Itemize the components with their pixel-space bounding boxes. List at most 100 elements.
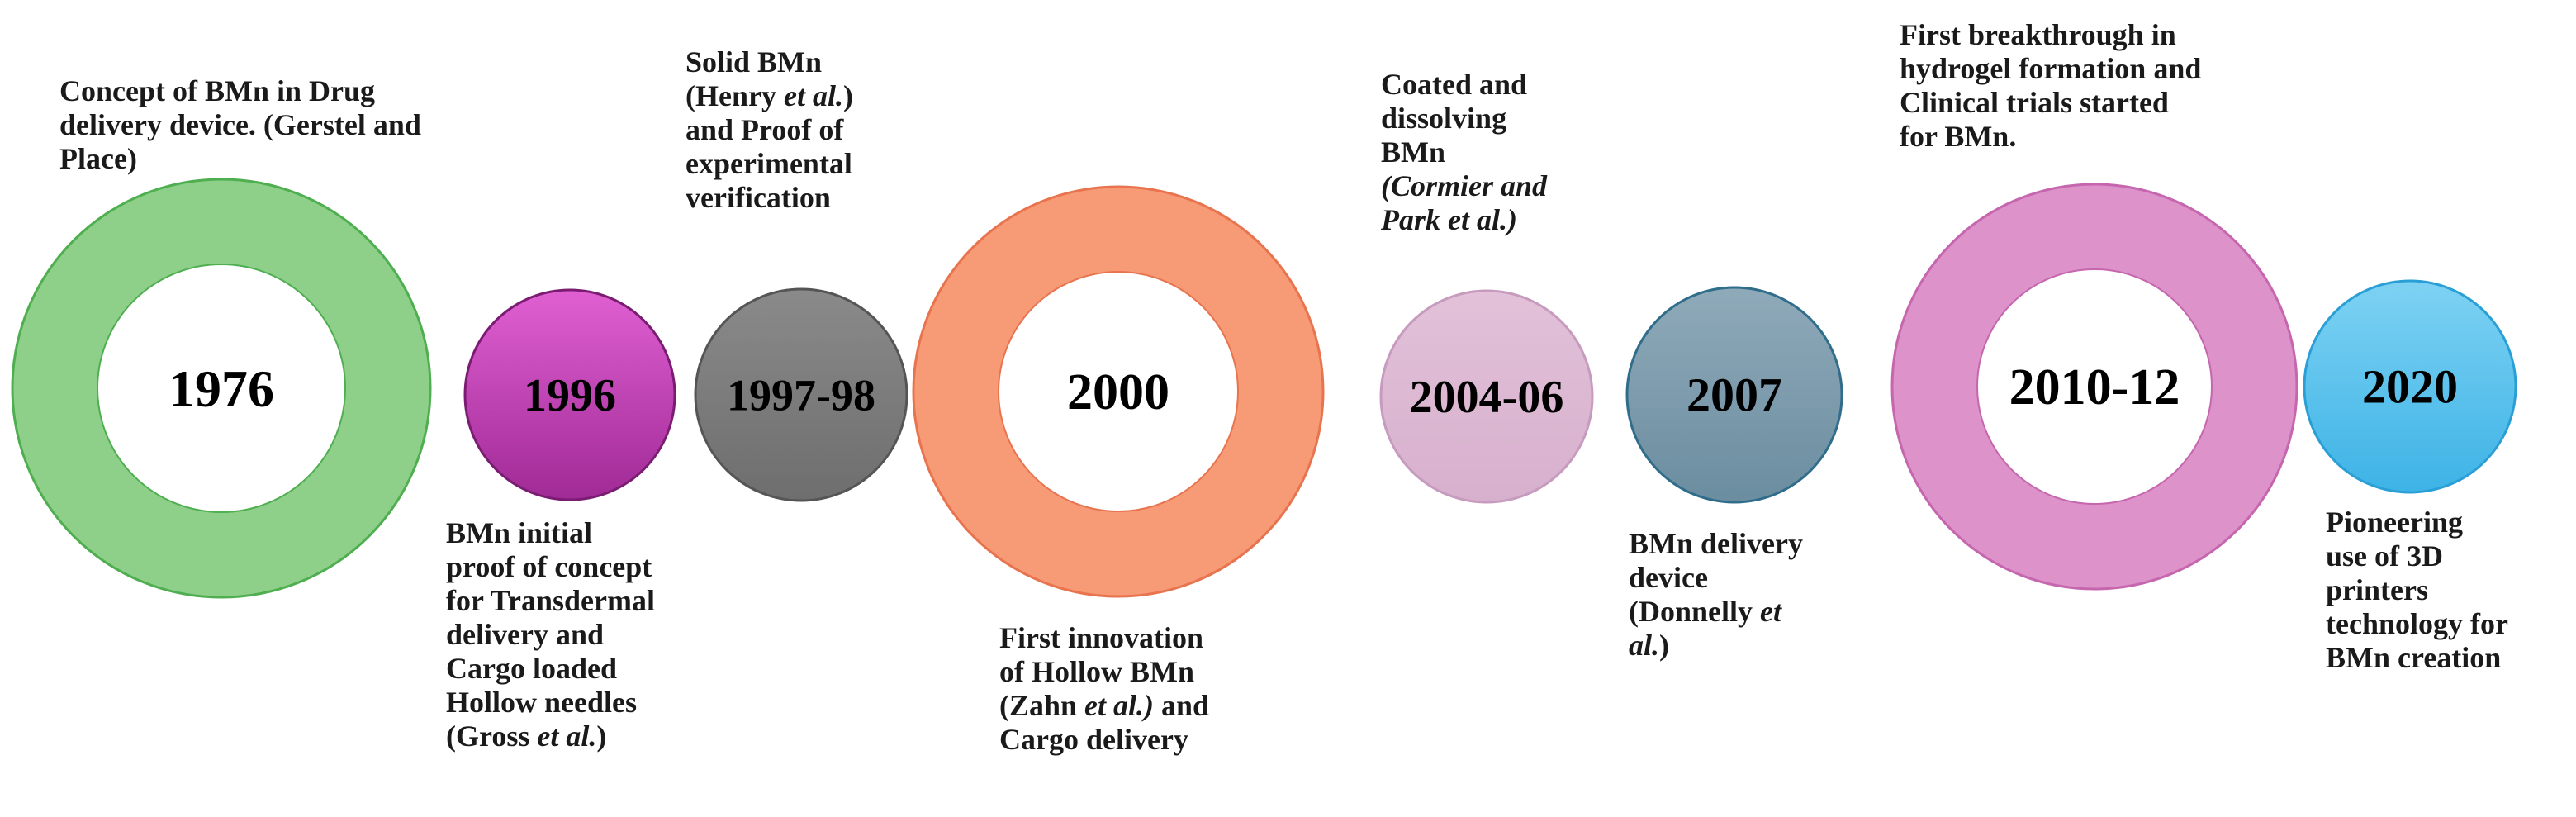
disc	[463, 288, 676, 501]
caption-text: technology for	[2326, 607, 2508, 640]
disc	[1379, 289, 1594, 504]
caption-line: al.)	[1629, 629, 1803, 663]
caption-text: )	[596, 720, 607, 753]
disc	[2303, 279, 2517, 494]
milestone-1997-98: 1997-98	[694, 287, 908, 502]
caption-line: verification	[686, 181, 853, 215]
caption-text: device	[1629, 561, 1708, 594]
disc	[1625, 286, 1843, 504]
caption-line: delivery device. (Gerstel and	[59, 108, 421, 142]
caption-line: delivery and	[446, 618, 655, 652]
caption-text: Hollow needles	[446, 686, 637, 719]
milestone-2000: 2000	[912, 185, 1325, 598]
caption-2004-06: Coated and dissolving BMn (Cormier and Park …	[1381, 68, 1547, 237]
caption-line: (Zahn et al.) and	[999, 689, 1209, 723]
caption-text: )	[1659, 629, 1670, 662]
year-label: 2010-12	[2009, 359, 2180, 416]
caption-italic-text: et al.	[783, 79, 843, 112]
caption-line: Pioneering	[2326, 506, 2508, 539]
milestone-2004-06: 2004-06	[1379, 289, 1594, 504]
caption-line: (Henry et al.)	[686, 79, 853, 113]
year-label: 1976	[168, 359, 274, 418]
ring-inner	[1976, 268, 2213, 505]
caption-italic-text: al.	[1629, 629, 1660, 662]
caption-line: Clinical trials started	[1900, 86, 2201, 120]
caption-line: Solid BMn	[686, 45, 853, 79]
caption-text: BMn delivery	[1629, 527, 1803, 560]
caption-text: Cargo delivery	[999, 723, 1188, 756]
caption-text: experimental	[686, 147, 852, 180]
caption-line: dissolving	[1381, 102, 1547, 135]
milestone-2020: 2020	[2303, 279, 2517, 494]
caption-2020: Pioneering use of 3D printers technology fo…	[2326, 506, 2508, 675]
caption-text: Pioneering	[2326, 506, 2463, 539]
caption-text: (Gross	[446, 720, 538, 753]
caption-line: Cargo loaded	[446, 652, 655, 686]
caption-text: hydrogel formation and	[1900, 52, 2202, 85]
caption-text: use of 3D	[2326, 539, 2443, 572]
caption-2010-12: First breakthrough in hydrogel formation …	[1900, 18, 2201, 154]
caption-line: use of 3D	[2326, 539, 2508, 573]
caption-text: Concept of BMn in Drug	[59, 74, 376, 107]
caption-text: (Henry	[686, 79, 784, 112]
caption-line: printers	[2326, 573, 2508, 607]
caption-line: of Hollow BMn	[999, 655, 1209, 689]
caption-text: for BMn.	[1900, 120, 2017, 153]
caption-text: Clinical trials started	[1900, 86, 2169, 119]
caption-1976: Concept of BMn in Drug delivery device. (…	[59, 74, 421, 176]
caption-line: experimental	[686, 147, 853, 181]
caption-line: for Transdermal	[446, 584, 655, 618]
caption-text: and	[1154, 689, 1210, 722]
caption-text: delivery and	[446, 618, 605, 651]
caption-line: hydrogel formation and	[1900, 52, 2201, 86]
caption-text: (Zahn	[999, 689, 1085, 722]
caption-text: BMn creation	[2326, 641, 2502, 674]
caption-italic-text: et al.)	[1084, 689, 1155, 722]
caption-line: BMn initial	[446, 516, 655, 550]
year-label: 2004-06	[1410, 372, 1564, 423]
caption-text: for Transdermal	[446, 584, 655, 617]
caption-text: dissolving	[1381, 102, 1507, 135]
caption-italic-text: Park et al.)	[1381, 203, 1517, 236]
year-label: 2020	[2362, 360, 2458, 414]
caption-line: (Gross et al.)	[446, 720, 655, 753]
caption-text: delivery device. (Gerstel and	[59, 108, 421, 141]
caption-line: BMn creation	[2326, 641, 2508, 675]
disc	[694, 287, 908, 502]
caption-text: Solid BMn	[686, 45, 823, 78]
caption-text: proof of concept	[446, 550, 652, 583]
caption-1996: BMn initial proof of concept for Transderm…	[446, 516, 655, 753]
caption-line: First breakthrough in	[1900, 18, 2201, 52]
caption-italic-text: et al.	[537, 720, 597, 753]
caption-line: BMn delivery	[1629, 527, 1803, 561]
caption-text: Coated and	[1381, 68, 1528, 101]
milestone-2007: 2007	[1625, 286, 1843, 504]
caption-2000: First innovation of Hollow BMn (Zahn et al…	[999, 621, 1209, 757]
caption-text: First innovation	[999, 621, 1204, 654]
caption-text: verification	[686, 181, 831, 214]
year-label: 1996	[524, 370, 616, 421]
caption-text: Cargo loaded	[446, 652, 617, 685]
caption-text: (Donnelly	[1629, 595, 1761, 628]
caption-line: Concept of BMn in Drug	[59, 74, 421, 108]
milestone-2010-12: 2010-12	[1890, 183, 2298, 591]
year-label: 2000	[1067, 364, 1169, 420]
caption-text: )	[842, 79, 853, 112]
caption-line: BMn	[1381, 135, 1547, 169]
caption-text: and Proof of	[686, 113, 844, 146]
milestone-1996: 1996	[463, 288, 676, 501]
caption-line: (Cormier and	[1381, 169, 1547, 203]
caption-text: BMn initial	[446, 516, 593, 549]
caption-line: technology for	[2326, 607, 2508, 641]
ring-inner	[97, 264, 346, 513]
ring-inner	[998, 271, 1239, 512]
caption-line: device	[1629, 561, 1803, 595]
milestone-1976: 1976	[11, 178, 432, 599]
caption-line: Cargo delivery	[999, 723, 1209, 757]
caption-line: Hollow needles	[446, 686, 655, 720]
year-label: 2007	[1686, 368, 1782, 422]
caption-line: Coated and	[1381, 68, 1547, 102]
caption-italic-text: et	[1760, 595, 1781, 628]
caption-line: (Donnelly et	[1629, 595, 1803, 629]
